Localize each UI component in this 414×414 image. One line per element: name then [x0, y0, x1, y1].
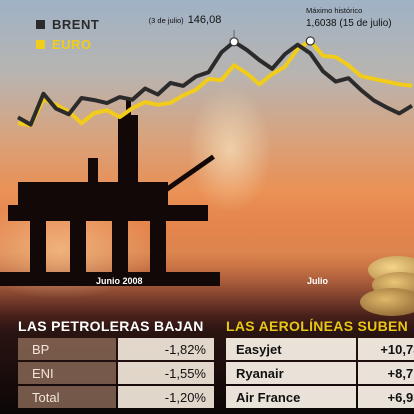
airlines-table: LAS AEROLÍNEAS SUBEN Easyjet +10,73% Rya… [226, 318, 414, 410]
legend-item-euro: EURO [36, 34, 99, 54]
legend-label-euro: EURO [52, 36, 92, 52]
company-name: BP [18, 338, 116, 360]
brent-peak-note: (3 de julio) [148, 16, 184, 25]
table-row: Easyjet +10,73% [226, 338, 414, 360]
company-name: ENI [18, 362, 116, 384]
chart-legend: BRENT EURO [36, 14, 99, 54]
airline-change: +10,73% [358, 338, 414, 360]
legend-swatch-brent [36, 19, 45, 29]
x-axis-label-june: Junio 2008 [96, 276, 143, 286]
table-row: Air France +6,93% [226, 386, 414, 408]
table-row: Total -1,20% [18, 386, 214, 408]
company-name: Total [18, 386, 116, 408]
airline-change: +8,71% [358, 362, 414, 384]
euro-peak-value: 1,6038 (15 de julio) [306, 18, 392, 29]
x-axis-label-july: Julio [307, 276, 329, 286]
legend-swatch-euro [36, 39, 45, 49]
series-line-euro [17, 39, 413, 128]
airline-change: +6,93% [358, 386, 414, 408]
euro-peak-annotation: Máximo histórico 1,6038 (15 de julio) [306, 6, 410, 29]
euro-peak-note: Máximo histórico [306, 6, 363, 15]
legend-item-brent: BRENT [36, 14, 99, 34]
legend-label-brent: BRENT [52, 16, 100, 32]
table-row: ENI -1,55% [18, 362, 214, 384]
series-line-brent [17, 39, 414, 127]
table-row: BP -1,82% [18, 338, 214, 360]
oil-companies-title: LAS PETROLERAS BAJAN [18, 318, 204, 334]
peak-marker-brent [229, 37, 239, 47]
peak-marker-euro [305, 36, 315, 46]
airlines-title: LAS AEROLÍNEAS SUBEN [226, 318, 409, 334]
oil-companies-table: LAS PETROLERAS BAJAN BP -1,82% ENI -1,55… [18, 318, 214, 410]
table-row: Ryanair +8,71% [226, 362, 414, 384]
brent-peak-annotation: (3 de julio) 146,08 [130, 14, 240, 26]
company-change: -1,82% [118, 338, 214, 360]
company-change: -1,20% [118, 386, 214, 408]
airline-name: Easyjet [226, 338, 356, 360]
company-change: -1,55% [118, 362, 214, 384]
airline-name: Ryanair [226, 362, 356, 384]
brent-peak-value: 146,08 [187, 14, 222, 26]
airline-name: Air France [226, 386, 356, 408]
